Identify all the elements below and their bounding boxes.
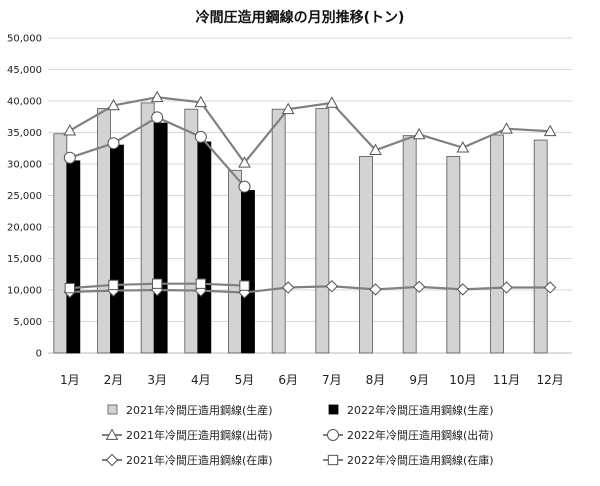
x-category-label: 5月 <box>235 373 255 387</box>
legend-swatch <box>328 404 339 415</box>
square-marker-2022 <box>108 279 119 291</box>
triangle-marker-2021 <box>543 124 557 137</box>
y-tick-label: 20,000 <box>7 223 42 234</box>
diamond-marker-2021 <box>325 280 339 293</box>
x-category-label: 7月 <box>322 373 342 387</box>
bar-series <box>53 102 548 354</box>
legend-item: 2022年冷間圧造用鋼線(出荷) <box>323 428 494 442</box>
legend-label: 2021年冷間圧造用鋼線(在庫) <box>126 453 273 467</box>
bar-2022-production <box>197 141 212 354</box>
y-tick-label: 40,000 <box>7 97 42 108</box>
legend-label: 2022年冷間圧造用鋼線(出荷) <box>347 428 494 442</box>
circle-marker-2022 <box>151 111 164 124</box>
bar-2021-production <box>228 169 242 354</box>
legend-circle-marker <box>327 429 339 441</box>
x-category-label: 4月 <box>191 373 211 387</box>
triangle-marker-2021 <box>325 96 339 108</box>
bar-2021-production <box>402 135 417 354</box>
legend-label: 2021年冷間圧造用鋼線(出荷) <box>126 428 273 442</box>
circle-marker-2022 <box>107 137 120 150</box>
legend-item: 2021年冷間圧造用鋼線(在庫) <box>102 453 273 467</box>
bar-2021-production <box>315 108 330 354</box>
bar-2021-production <box>271 108 286 354</box>
bar-2021-production <box>490 134 504 354</box>
triangle-marker-2021 <box>150 90 164 103</box>
triangle-marker-2021 <box>281 102 295 115</box>
triangle-marker-2021 <box>412 127 426 140</box>
legend-diamond-marker <box>105 453 119 467</box>
triangle-marker-2021 <box>500 122 513 134</box>
diamond-marker-2021 <box>281 281 295 294</box>
circle-marker-2022 <box>238 180 251 193</box>
bar-2021-production <box>184 108 199 354</box>
circle-marker-2022 <box>63 151 76 164</box>
y-tick-label: 5,000 <box>13 317 42 328</box>
y-tick-label: 35,000 <box>7 128 42 139</box>
triangle-marker-2021 <box>456 141 470 153</box>
legend-item: 2022年冷間圧造用鋼線(生産) <box>328 403 494 417</box>
y-axis: 0 5,000 10,000 15,000 20,000 25,000 30,000 35,0… <box>7 34 42 360</box>
bar-2022-production <box>66 160 81 354</box>
legend-label: 2022年冷間圧造用鋼線(生産) <box>347 403 494 417</box>
triangle-marker-2021 <box>369 143 382 156</box>
x-category-label: 2月 <box>104 373 124 387</box>
bar-2022-production <box>153 122 168 354</box>
legend-label: 2021年冷間圧造用鋼線(生産) <box>126 403 273 417</box>
chart-title: 冷間圧造用鋼線の月別推移(トン) <box>196 9 405 26</box>
line-series <box>63 90 557 299</box>
legend-item: 2021年冷間圧造用鋼線(出荷) <box>102 428 273 442</box>
legend-triangle-marker <box>105 428 119 440</box>
bar-2021-production <box>533 139 548 354</box>
y-tick-label: 30,000 <box>7 160 42 171</box>
line-2021-triangle <box>69 96 551 165</box>
y-tick-label: 25,000 <box>7 191 42 202</box>
x-axis: 1月 2月 3月 4月 5月 6月 7月 8月 9月 10月 11月 12月 <box>60 373 564 387</box>
diamond-marker-2021 <box>369 283 382 296</box>
diamond-marker-2021 <box>456 283 470 296</box>
circle-marker-2022 <box>194 130 207 143</box>
x-category-label: 10月 <box>449 373 476 387</box>
bar-2021-production <box>359 156 373 354</box>
bar-2022-production <box>241 190 255 354</box>
y-tick-label: 50,000 <box>7 34 42 45</box>
triangle-marker-2021 <box>238 156 251 168</box>
legend-item: 2021年冷間圧造用鋼線(生産) <box>107 403 273 417</box>
diamond-marker-2021 <box>500 281 513 294</box>
x-category-label: 1月 <box>60 373 80 387</box>
y-tick-label: 10,000 <box>7 286 42 297</box>
bar-2021-production <box>53 133 68 354</box>
square-marker-2022 <box>64 282 76 294</box>
x-category-label: 9月 <box>409 373 429 387</box>
square-marker-2022 <box>239 280 250 291</box>
x-category-label: 8月 <box>366 373 386 387</box>
triangle-marker-2021 <box>63 124 77 136</box>
legend-item: 2022年冷間圧造用鋼線(在庫) <box>323 453 494 467</box>
bar-2021-production <box>446 156 461 354</box>
x-category-label: 12月 <box>537 373 564 387</box>
diamond-marker-2021 <box>412 280 426 294</box>
legend-square-marker <box>327 454 339 466</box>
triangle-marker-2021 <box>107 98 120 111</box>
x-category-label: 6月 <box>278 373 298 387</box>
bar-2021-production <box>140 102 155 354</box>
y-tick-label: 45,000 <box>7 65 42 76</box>
diamond-marker-2021 <box>543 281 557 294</box>
square-marker-2022 <box>195 278 207 289</box>
x-category-label: 3月 <box>147 373 167 387</box>
legend: 2021年冷間圧造用鋼線(生産) 2022年冷間圧造用鋼線(生産) 2021年冷間圧… <box>102 403 494 467</box>
y-tick-label: 0 <box>36 349 42 360</box>
bar-2022-production <box>110 144 124 354</box>
square-marker-2022 <box>151 278 163 289</box>
triangle-marker-2021 <box>194 95 208 108</box>
line-2021-diamond <box>69 285 551 294</box>
x-category-label: 11月 <box>493 373 520 387</box>
y-tick-label: 15,000 <box>7 254 42 265</box>
legend-swatch <box>107 404 118 415</box>
legend-label: 2022年冷間圧造用鋼線(在庫) <box>347 453 494 467</box>
